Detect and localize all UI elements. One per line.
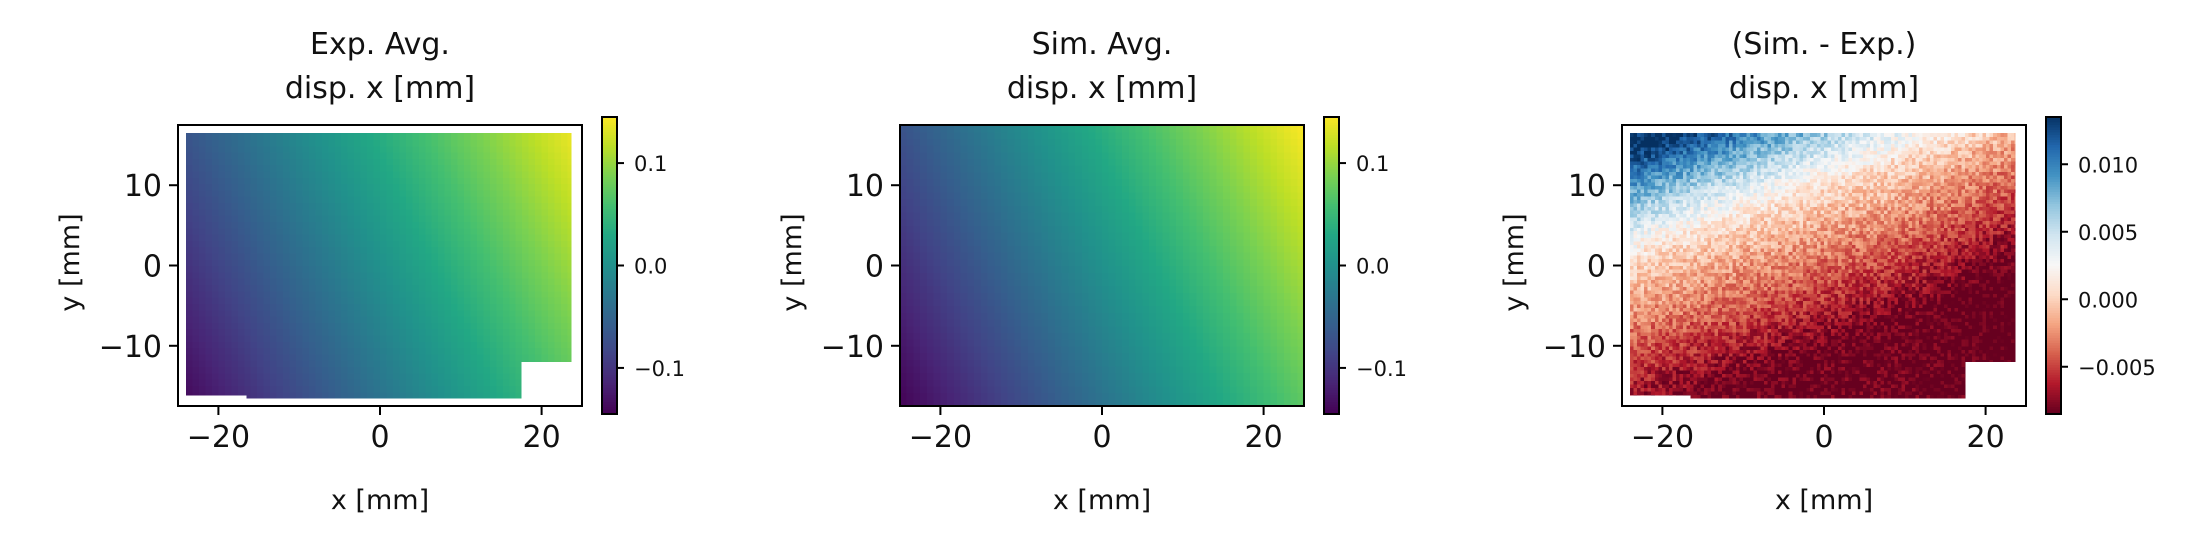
colorbar <box>1324 117 1339 415</box>
x-tick-label: −20 <box>1631 420 1694 455</box>
x-axis-label: x [mm] <box>1775 485 1873 516</box>
x-axis-label: x [mm] <box>331 485 429 516</box>
chart-title-line-2: disp. x [mm] <box>1729 71 1919 106</box>
colorbar-frame <box>2045 116 2062 415</box>
chart-title-line-2: disp. x [mm] <box>1007 71 1197 106</box>
x-tick-label: 0 <box>370 420 389 455</box>
y-tick-label: −10 <box>821 330 884 365</box>
heatmap-cells <box>1628 125 2026 406</box>
y-tick-label: 0 <box>143 250 162 285</box>
chart-title-line-1: Sim. Avg. <box>1032 27 1173 62</box>
x-axis-label: x [mm] <box>1053 485 1151 516</box>
y-tick-label: 10 <box>1568 169 1606 204</box>
panel-2: Sim. Avg. disp. x [mm] −20 0 20 10 0 −10 x [mm] y… <box>777 27 1407 516</box>
colorbar <box>2046 117 2061 415</box>
colorbar-tick-label: 0.0 <box>1356 255 1389 279</box>
x-tick-label: 20 <box>523 420 561 455</box>
y-tick-label: 10 <box>846 169 884 204</box>
colorbar-tick-label: 0.005 <box>2078 221 2138 245</box>
colorbar-tick-label: 0.1 <box>634 152 667 176</box>
x-tick-label: 0 <box>1092 420 1111 455</box>
x-tick-label: 20 <box>1967 420 2005 455</box>
y-tick-label: 0 <box>865 250 884 285</box>
colorbar-tick-label: 0.010 <box>2078 153 2138 177</box>
x-tick-label: −20 <box>909 420 972 455</box>
chart-title-line-1: Exp. Avg. <box>310 27 450 62</box>
colorbar <box>602 117 617 415</box>
y-axis-label: y [mm] <box>55 213 86 311</box>
colorbar-tick-label: −0.1 <box>634 357 685 381</box>
x-tick-label: 0 <box>1814 420 1833 455</box>
colorbar-tick-label: −0.005 <box>2078 356 2156 380</box>
chart-title-line-2: disp. x [mm] <box>285 71 475 106</box>
x-tick-label: −20 <box>187 420 250 455</box>
colorbar-tick-label: 0.1 <box>1356 152 1389 176</box>
y-tick-label: −10 <box>1543 330 1606 365</box>
y-tick-label: 10 <box>124 169 162 204</box>
colorbar-tick-label: 0.0 <box>634 255 667 279</box>
x-tick-label: 20 <box>1245 420 1283 455</box>
heatmap-cells <box>900 125 1305 407</box>
panel-3: (Sim. - Exp.) disp. x [mm] −20 0 20 10 0 −10 x [… <box>1499 27 2156 516</box>
y-axis-label: y [mm] <box>1499 213 1530 311</box>
colorbar-tick-label: 0.000 <box>2078 288 2138 312</box>
y-axis-label: y [mm] <box>777 213 808 311</box>
heatmap-cells <box>184 125 582 406</box>
panel-1: Exp. Avg. disp. x [mm] −20 0 20 10 0 −10 x [mm] y… <box>55 27 685 516</box>
y-tick-label: 0 <box>1587 250 1606 285</box>
chart-title-line-1: (Sim. - Exp.) <box>1732 27 1917 62</box>
y-tick-label: −10 <box>99 330 162 365</box>
colorbar-tick-label: −0.1 <box>1356 357 1407 381</box>
